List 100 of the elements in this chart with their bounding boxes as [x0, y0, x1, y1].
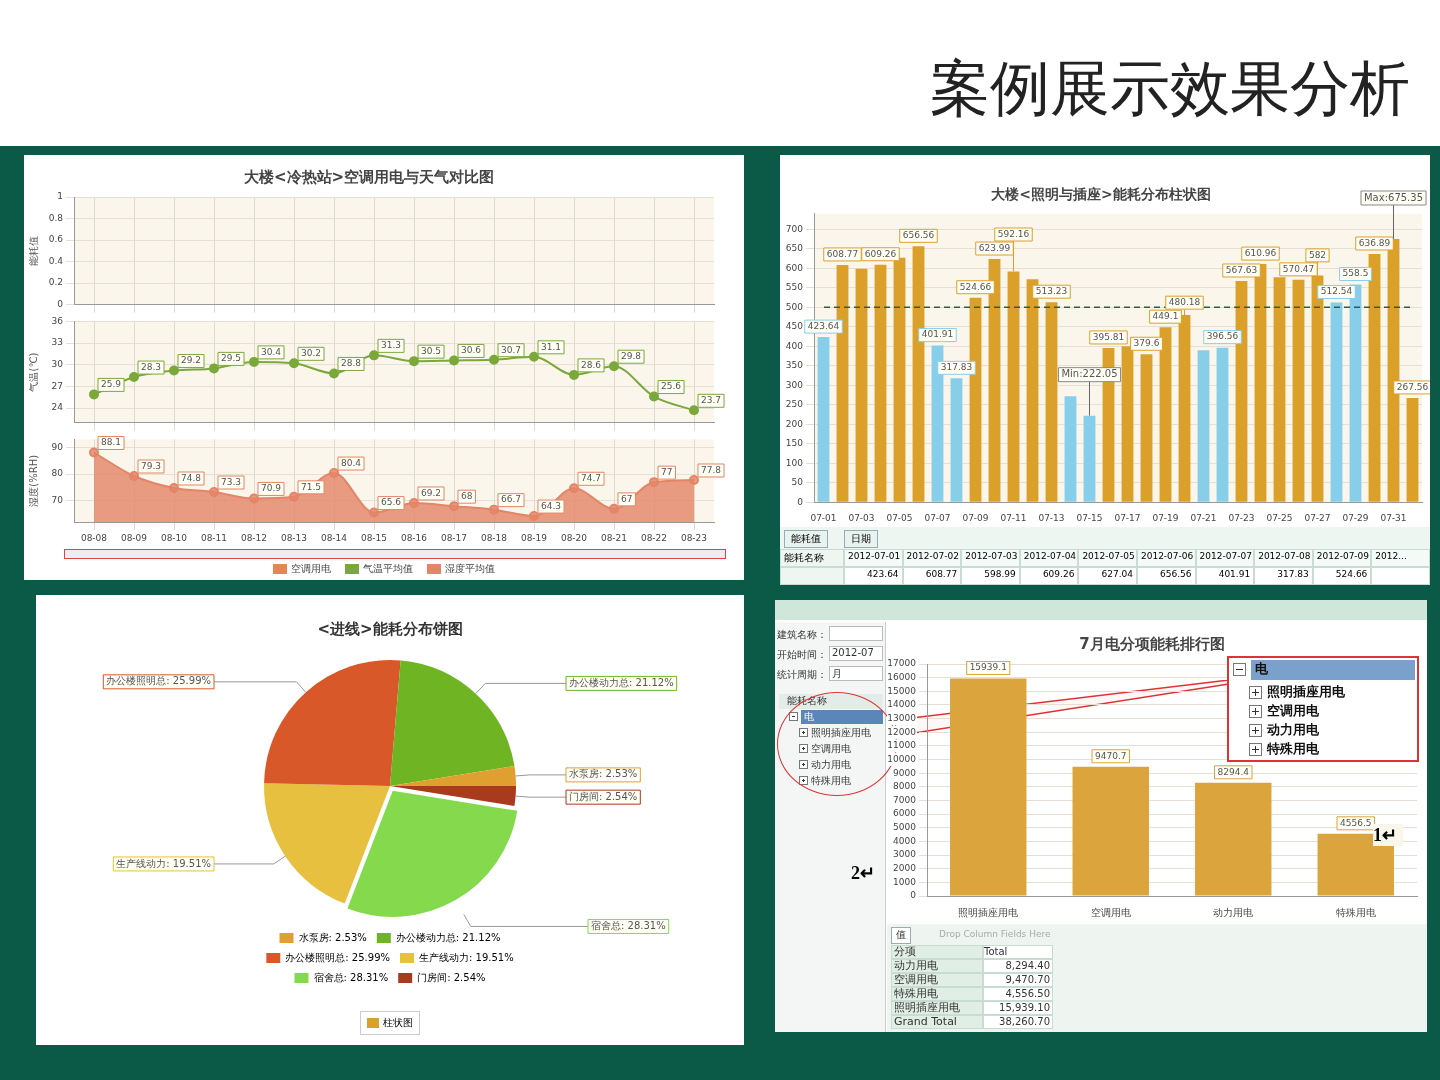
annotation: 1↵	[1373, 824, 1403, 846]
data-label: 480.18	[1168, 297, 1201, 308]
text: Total	[983, 945, 1053, 959]
y-tick-label: 15000	[887, 685, 917, 696]
slice-label: 水泵房: 2.53%	[569, 768, 638, 780]
text: 开始时间：	[777, 648, 828, 662]
legend-label: 气温平均值	[362, 562, 413, 576]
data-label: 30.7	[501, 344, 522, 355]
x-tick-label: 08-08	[80, 532, 108, 543]
y-tick-label: 50	[791, 477, 804, 488]
y-axis-title: 湿度(%RH)	[27, 454, 39, 507]
text: 627.04	[1078, 567, 1137, 585]
y-tick-label: 27	[51, 380, 63, 391]
data-label: 636.89	[1358, 237, 1391, 248]
text: 值	[891, 927, 911, 944]
bar	[950, 378, 963, 502]
text: 特殊用电	[811, 774, 852, 788]
y-tick-label: 0	[797, 496, 804, 507]
text: 分项	[891, 945, 983, 959]
y-tick-label: 80	[51, 468, 64, 479]
legend-label: 宿舍总: 28.31%	[313, 971, 389, 983]
text: 电	[804, 711, 814, 722]
x-tick-label: 07-25	[1266, 512, 1293, 523]
y-tick-label: 24	[51, 402, 64, 413]
text: 317.83	[1254, 567, 1313, 585]
x-tick-label: 08-17	[440, 532, 468, 543]
point	[489, 354, 499, 365]
y-tick-label: 11000	[887, 740, 917, 751]
y-tick-label: 650	[785, 243, 804, 254]
data-label: 656.56	[902, 230, 935, 241]
x-tick-label: 07-31	[1380, 512, 1407, 523]
point	[129, 470, 139, 481]
point	[449, 355, 459, 366]
data-label: 74.8	[181, 472, 202, 483]
x-tick-label: 07-15	[1076, 512, 1103, 523]
data-label: 567.63	[1225, 264, 1258, 275]
legend-label: 门房间: 2.54%	[417, 971, 486, 983]
data-label: 66.7	[501, 494, 522, 505]
data-label: 623.99	[978, 242, 1011, 253]
data-label: 558.5	[1342, 268, 1369, 279]
x-tick-label: 08-14	[320, 532, 348, 543]
data-label: 401.91	[921, 329, 954, 340]
text: 2012-07-08	[1254, 549, 1313, 567]
bar	[1064, 396, 1077, 502]
x-tick-label: 照明插座用电	[958, 906, 1019, 918]
y-tick-label: 0	[910, 890, 917, 901]
data-label: 77.8	[701, 464, 722, 475]
point	[209, 363, 219, 374]
x-tick-label: 07-03	[848, 512, 875, 523]
bar	[1406, 397, 1419, 502]
data-label: 512.54	[1320, 286, 1353, 297]
y-axis-title: 能耗值	[27, 235, 39, 266]
x-tick-label: 动力用电	[1213, 906, 1254, 918]
legend-label: 生产线动力: 19.51%	[419, 951, 514, 963]
x-tick-label: 空调用电	[1090, 906, 1131, 918]
y-axis-title: 气温(℃)	[27, 352, 39, 392]
text: 建筑名称：	[777, 628, 828, 642]
data-label: 379.6	[1133, 338, 1160, 349]
slice-label: 办公楼照明总: 25.99%	[106, 675, 212, 687]
data-label: 609.26	[864, 248, 897, 259]
x-tick-label: 07-01	[810, 512, 837, 523]
x-tick-label: 07-21	[1190, 512, 1217, 523]
text: 609.26	[1019, 567, 1079, 585]
bar	[1216, 347, 1229, 502]
bar	[1083, 415, 1096, 502]
text: 8,294.40	[983, 959, 1053, 973]
data-label: 31.3	[381, 340, 402, 351]
y-tick-label: 500	[785, 301, 804, 312]
data-label: 8294.4	[1217, 766, 1250, 777]
x-tick-label: 08-21	[600, 532, 628, 543]
data-label: 30.4	[261, 346, 282, 357]
legend-label: 办公楼动力总: 21.12%	[395, 931, 501, 943]
y-tick-label: 14000	[887, 699, 917, 710]
bar	[855, 268, 868, 502]
bar	[1368, 253, 1381, 502]
y-tick-label: 90	[51, 441, 64, 452]
chart-title: 大楼<照明与插座>能耗分布柱状图	[991, 186, 1211, 203]
legend-label: 水泵房: 2.53%	[298, 931, 367, 943]
data-label: 74.7	[581, 473, 602, 484]
y-tick-label: 0.2	[48, 277, 63, 288]
y-tick-label: 17000	[887, 658, 917, 669]
bar	[1292, 279, 1305, 502]
text: 2012-07-07	[1195, 549, 1255, 567]
text: 598.99	[961, 567, 1020, 585]
data-label: 31.1	[541, 341, 562, 352]
tree-header: 电	[1251, 660, 1415, 680]
data-label: 69.2	[421, 487, 442, 498]
data-label: 67	[621, 493, 633, 504]
point	[89, 389, 99, 400]
point	[369, 507, 379, 518]
x-tick-label: 07-27	[1304, 512, 1331, 523]
text: 案例展示效果分析	[929, 52, 1410, 125]
y-tick-label: 300	[785, 379, 804, 390]
x-tick-label: 08-22	[640, 532, 668, 543]
data-label: 77	[661, 466, 673, 477]
x-tick-label: 07-11	[1000, 512, 1027, 523]
slice-label: 生产线动力: 19.51%	[116, 857, 212, 869]
x-tick-label: 08-12	[240, 532, 268, 543]
x-tick-label: 07-23	[1228, 512, 1255, 523]
bar	[1140, 354, 1153, 502]
